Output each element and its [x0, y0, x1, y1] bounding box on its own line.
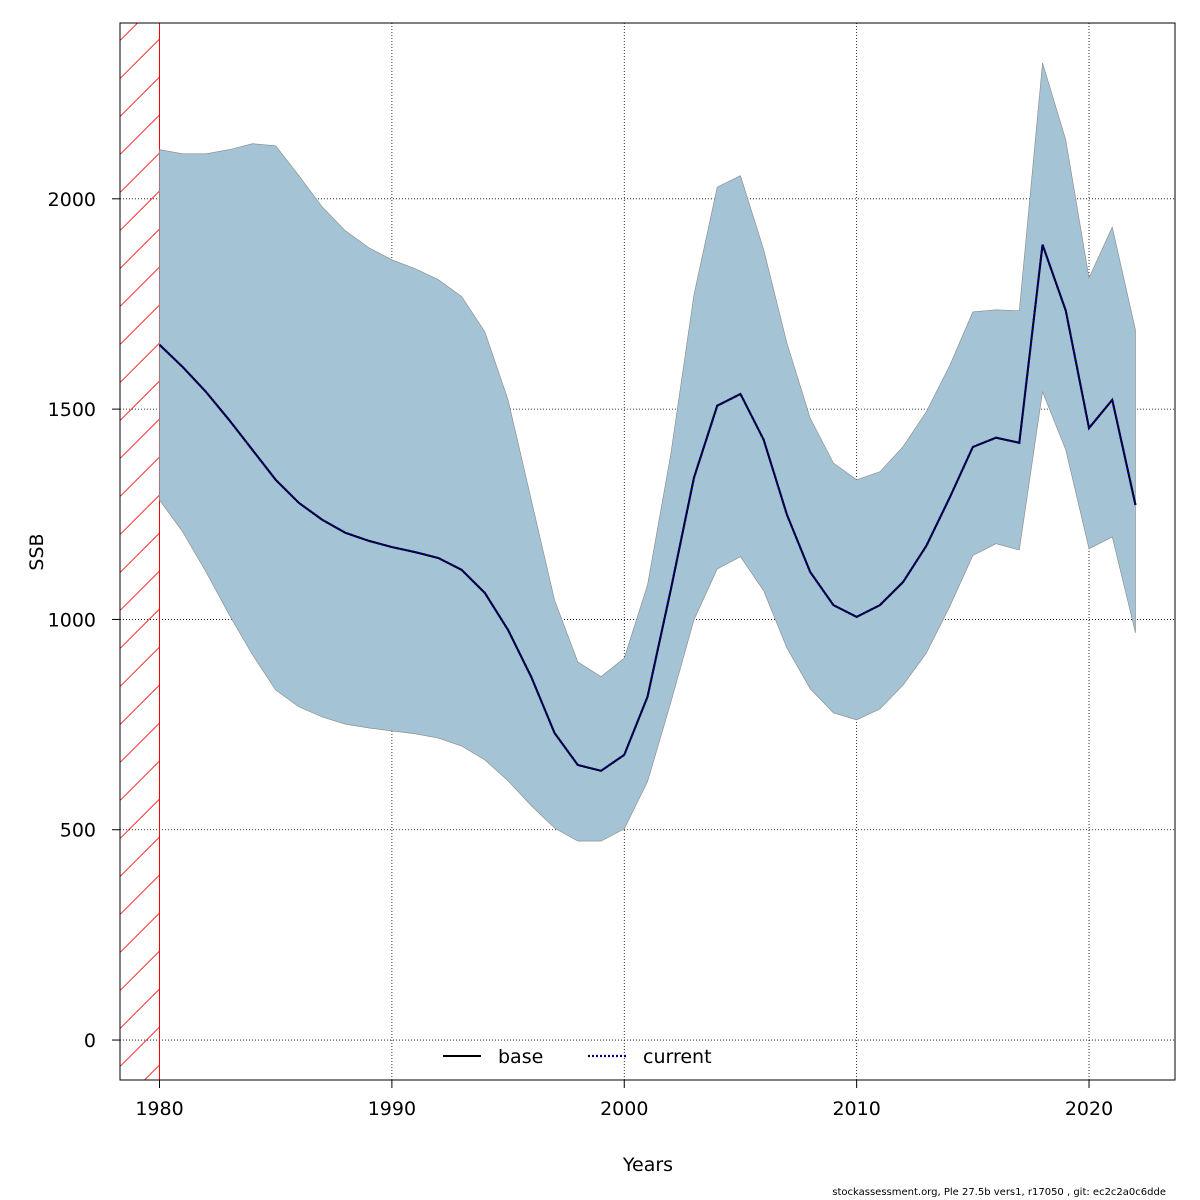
y-tick-label: 1500 [48, 399, 96, 421]
hatch-line [143, 1064, 160, 1080]
x-axis: 1980 1990 2000 2010 2020 [135, 1080, 1113, 1120]
y-tick-label: 1000 [48, 609, 96, 631]
hatch-line [120, 152, 160, 193]
x-tick-label: 1990 [368, 1098, 416, 1120]
hatch-line [120, 76, 160, 117]
hatch-line [120, 380, 160, 421]
hatch-line [120, 114, 160, 155]
hatch-line [120, 532, 160, 573]
hatch-line [120, 266, 160, 307]
hatch-line [120, 988, 160, 1029]
hatch-line [120, 570, 160, 611]
hatch-line [120, 760, 160, 801]
x-axis-label: Years [622, 1154, 673, 1176]
hatch-line [120, 646, 160, 687]
hatch-line [120, 684, 160, 725]
hatch-line [120, 912, 160, 953]
legend-label-base: base [498, 1046, 543, 1068]
hatch-line [120, 456, 160, 497]
x-tick-label: 1980 [135, 1098, 183, 1120]
hatch-line [120, 1026, 160, 1067]
hatch-line [120, 950, 160, 991]
hatch-border [120, 23, 161, 1080]
confidence-band [159, 62, 1136, 842]
legend: base current [443, 1046, 712, 1068]
series-line-current [158, 244, 1137, 773]
y-axis: 0 500 1000 1500 2000 [48, 189, 120, 1052]
hatch-line [120, 0, 160, 3]
hatch-line [120, 722, 160, 763]
x-tick-label: 2020 [1065, 1098, 1113, 1120]
x-tick-label: 2010 [832, 1098, 880, 1120]
hatch-line [120, 494, 160, 535]
legend-label-current: current [643, 1046, 712, 1068]
hatch-line [120, 836, 160, 877]
footer-note: stockassessment.org, Ple 27.5b vers1, r1… [832, 1187, 1166, 1198]
hatch-line [120, 23, 139, 41]
y-axis-label: SSB [26, 533, 48, 570]
hatch-lines [120, 0, 160, 1080]
hatched-region [120, 0, 161, 1080]
hatch-line [120, 608, 160, 649]
y-tick-label: 0 [84, 1030, 96, 1052]
y-tick-label: 500 [60, 820, 96, 842]
hatch-line [120, 418, 160, 459]
hatch-line [120, 874, 160, 915]
plot-frame [119, 22, 1176, 1081]
x-tick-label: 2000 [600, 1098, 648, 1120]
y-tick-label: 2000 [48, 189, 96, 211]
hatch-line [120, 798, 160, 839]
hatch-line [120, 190, 160, 231]
hatch-line [120, 342, 160, 383]
hatch-line [120, 304, 160, 345]
hatch-line [120, 38, 160, 79]
hatch-line [120, 228, 160, 269]
